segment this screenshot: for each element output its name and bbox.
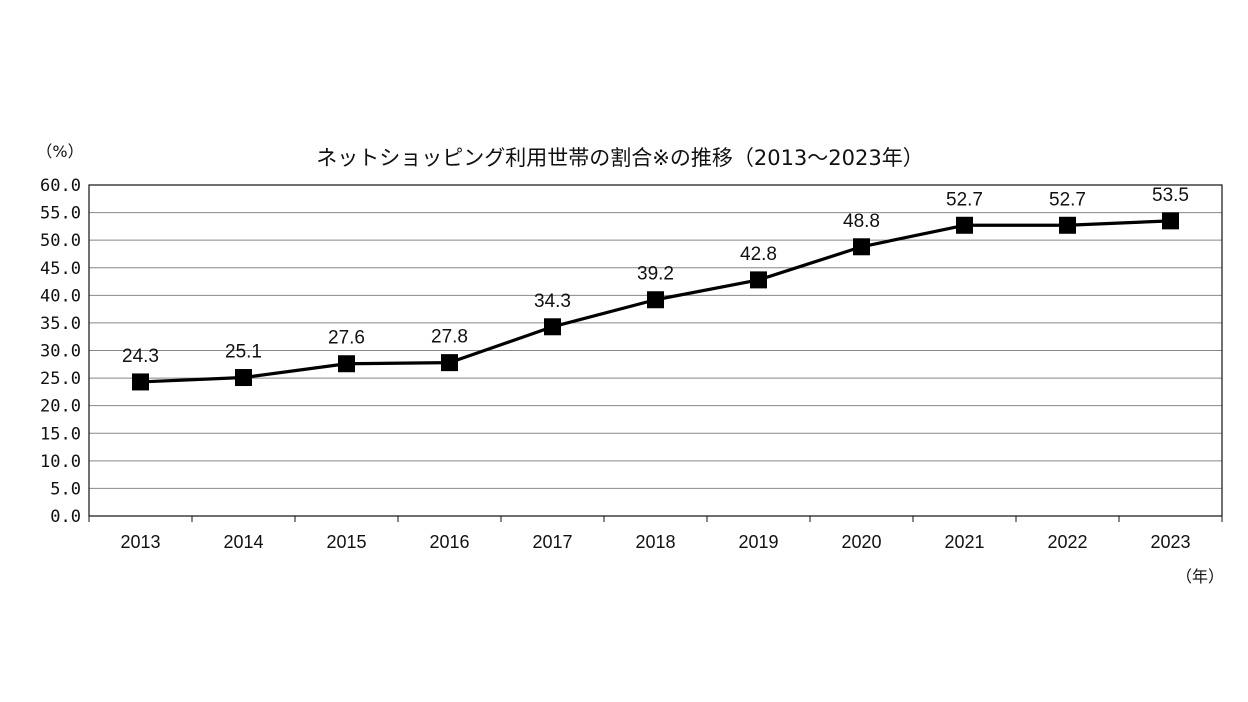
data-point-2021: [956, 216, 973, 234]
y-tick-label-50.0: 50.0: [40, 231, 81, 251]
data-point-2013: [132, 373, 149, 391]
axes: [88, 184, 1223, 522]
y-tick-label-45.0: 45.0: [40, 259, 81, 279]
data-label-2021: 52.7: [946, 189, 983, 210]
y-tick-label-20.0: 20.0: [40, 397, 81, 417]
data-point-2020: [853, 238, 870, 256]
data-label-2018: 39.2: [637, 264, 674, 285]
series-marker-layer: [132, 212, 1179, 391]
data-point-2023: [1162, 212, 1179, 230]
data-label-2014: 25.1: [225, 342, 262, 363]
y-tick-label-30.0: 30.0: [40, 342, 81, 362]
y-tick-label-55.0: 55.0: [40, 204, 81, 224]
x-tick-label-2017: 2017: [532, 532, 572, 552]
data-label-2013: 24.3: [122, 346, 159, 367]
data-label-2017: 34.3: [534, 291, 571, 312]
x-tick-label-2020: 2020: [841, 532, 881, 552]
y-tick-label-0.0: 0.0: [50, 507, 81, 527]
data-point-2017: [544, 318, 561, 336]
data-label-layer: 24.3 25.1 27.6 27.8 34.3 39.2 42.8 48.8 52.7 52.7…: [122, 185, 1189, 367]
x-tick-label-2022: 2022: [1047, 532, 1087, 552]
x-tick-label-2016: 2016: [429, 532, 469, 552]
plot-frame: [88, 184, 1223, 517]
x-tick-label-2015: 2015: [326, 532, 366, 552]
data-point-2014: [235, 369, 252, 387]
x-tick-label-2023: 2023: [1150, 532, 1190, 552]
y-axis-tick-labels: 0.0 5.0 10.0 15.0 20.0 25.0 30.0 35.0 40.0 45.0 50…: [40, 176, 81, 527]
data-label-2023: 53.5: [1152, 185, 1189, 206]
y-tick-label-5.0: 5.0: [50, 479, 81, 499]
data-point-2022: [1059, 216, 1076, 234]
x-tick-label-2018: 2018: [635, 532, 675, 552]
data-label-2016: 27.8: [431, 327, 468, 348]
data-point-2016: [441, 354, 458, 372]
y-tick-label-25.0: 25.0: [40, 369, 81, 389]
y-axis-unit-label: （%）: [36, 142, 83, 161]
x-axis-unit-label: （年）: [1176, 567, 1224, 586]
y-tick-label-15.0: 15.0: [40, 424, 81, 444]
data-point-2019: [750, 271, 767, 289]
chart-title: ネットショッピング利用世帯の割合※の推移（2013～2023年）: [316, 146, 923, 170]
data-label-2015: 27.6: [328, 328, 365, 349]
data-label-2019: 42.8: [740, 244, 777, 265]
y-tick-label-10.0: 10.0: [40, 452, 81, 472]
x-tick-label-2013: 2013: [120, 532, 160, 552]
y-tick-label-35.0: 35.0: [40, 314, 81, 334]
y-tick-label-40.0: 40.0: [40, 286, 81, 306]
x-tick-label-2014: 2014: [223, 532, 263, 552]
data-label-2022: 52.7: [1049, 189, 1086, 210]
x-axis-tick-labels: 2013 2014 2015 2016 2017 2018 2019 2020 2021 2022…: [120, 532, 1190, 552]
data-label-2020: 48.8: [843, 211, 880, 232]
y-tick-label-60.0: 60.0: [40, 176, 81, 196]
x-tick-label-2021: 2021: [944, 532, 984, 552]
data-point-2018: [647, 291, 664, 309]
data-point-2015: [338, 355, 355, 373]
x-tick-label-2019: 2019: [738, 532, 778, 552]
